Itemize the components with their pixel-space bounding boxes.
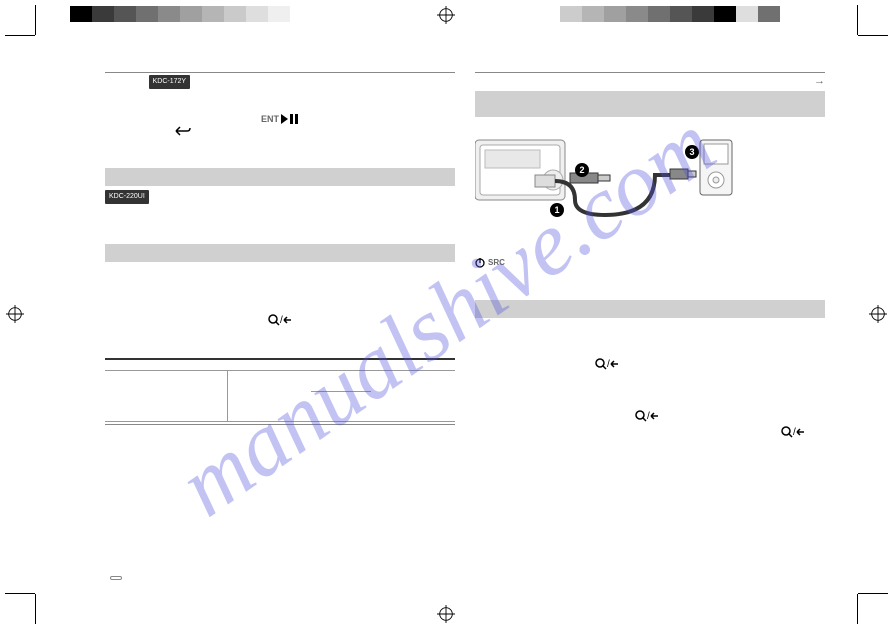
search-back-icon: /: [635, 415, 659, 424]
back-icon: [175, 129, 191, 138]
badge-kdc172y: KDC-172Y: [149, 75, 190, 89]
crop-mark: [35, 594, 36, 624]
svg-text:/: /: [647, 411, 650, 422]
badge-kdc220ui: KDC-220UI: [105, 190, 149, 204]
registration-mark-right: [869, 305, 887, 323]
right-column: →: [475, 70, 825, 442]
callout-1: 1: [550, 203, 564, 217]
svg-text:/: /: [607, 359, 610, 370]
section-band: [475, 300, 825, 318]
section-band: [105, 168, 455, 186]
crop-mark: [857, 5, 858, 35]
crop-mark: [857, 594, 858, 624]
crop-mark: [5, 593, 35, 594]
search-back-icon: /: [595, 363, 619, 372]
crop-mark: [858, 35, 888, 36]
svg-text:/: /: [793, 427, 796, 438]
callout-3: 3: [685, 145, 699, 159]
colorbar-top-left: [70, 6, 290, 22]
settings-table: [105, 370, 455, 422]
registration-mark-top: [437, 6, 455, 24]
power-src-icon: SRC: [475, 257, 505, 269]
left-column: placeholder KDC-172Y ENT KDC-220UI: [105, 70, 455, 427]
search-back-icon: /: [268, 319, 292, 328]
section-band: [105, 244, 455, 262]
crop-mark: [5, 35, 35, 36]
heading-row: placeholder KDC-172Y: [105, 75, 455, 89]
registration-mark-left: [6, 305, 24, 323]
svg-text:/: /: [280, 315, 283, 326]
aux-connection-diagram: 1 2 3: [475, 125, 735, 225]
search-back-icon: /: [781, 431, 805, 440]
callout-2: 2: [575, 163, 589, 177]
ent-play-pause-icon: ENT: [261, 113, 299, 125]
page-number: [110, 576, 122, 580]
arrow-right-icon: →: [814, 75, 825, 87]
colorbar-top-right: [560, 6, 780, 22]
section-band: [475, 91, 825, 117]
page-content: placeholder KDC-172Y ENT KDC-220UI: [60, 50, 830, 590]
registration-mark-bottom: [437, 605, 455, 623]
crop-mark: [35, 5, 36, 35]
crop-mark: [858, 593, 888, 594]
